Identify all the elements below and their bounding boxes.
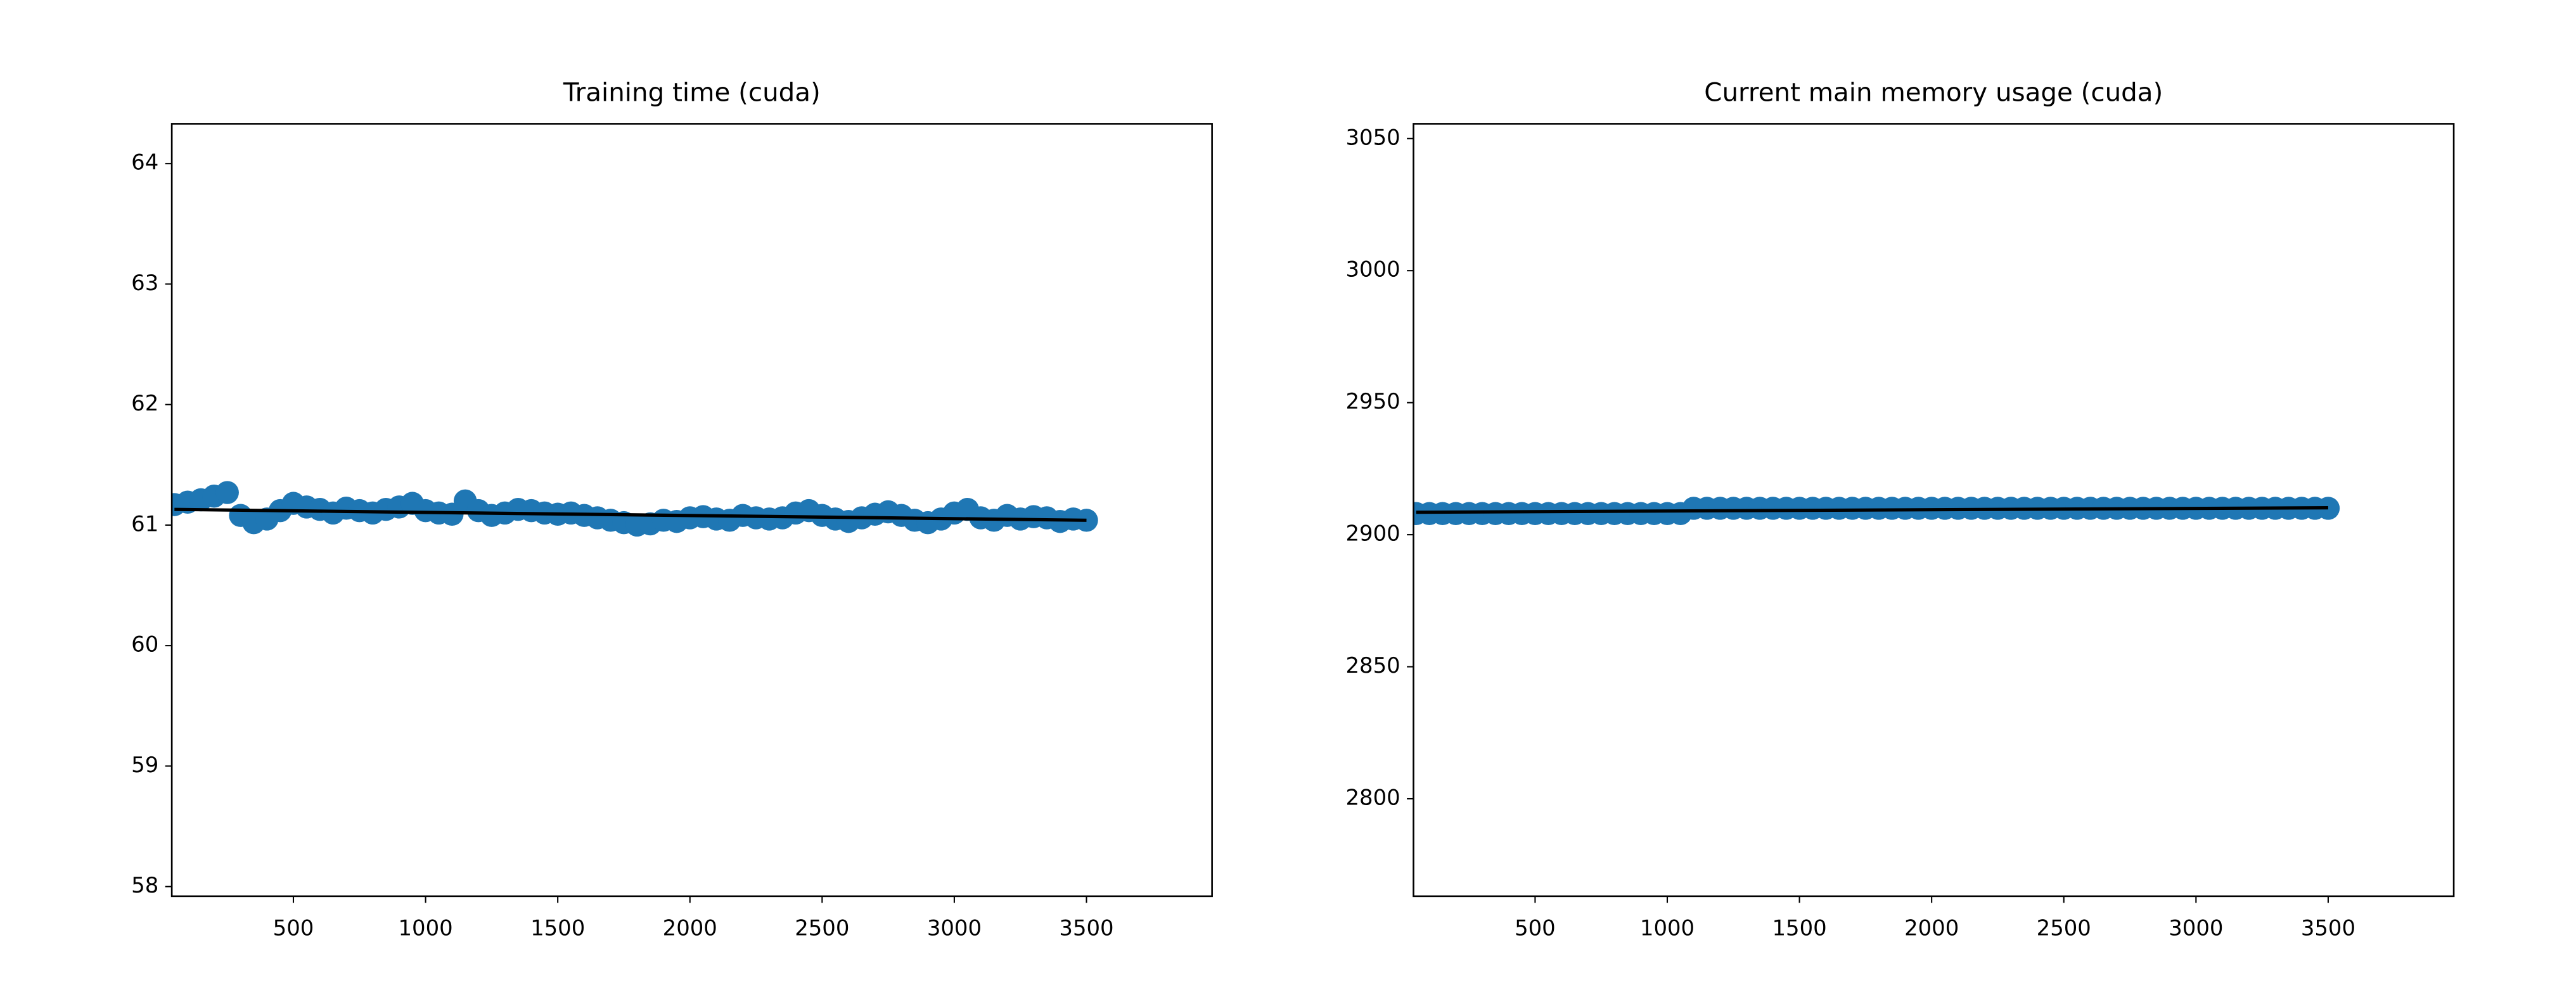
- y-tick-label: 58: [131, 873, 158, 898]
- y-tick-label: 3000: [1346, 257, 1400, 282]
- trend-line: [174, 507, 1087, 522]
- x-tick-label: 2000: [663, 915, 717, 940]
- y-tick-label: 64: [131, 150, 158, 175]
- x-tick-label: 2500: [795, 915, 849, 940]
- y-tick-label: 59: [131, 753, 158, 777]
- x-tick-label: 1000: [1640, 915, 1695, 940]
- y-tick-label: 3050: [1346, 125, 1400, 149]
- y-tick-label: 60: [131, 632, 158, 657]
- chart-title: Training time (cuda): [563, 78, 821, 108]
- trend-line: [1416, 505, 2328, 514]
- x-tick-label: 500: [273, 915, 314, 940]
- y-tick-label: 2800: [1346, 785, 1400, 810]
- chart-title: Current main memory usage (cuda): [1704, 78, 2163, 108]
- x-tick-label: 1000: [398, 915, 452, 940]
- x-tick-label: 3000: [2169, 915, 2223, 940]
- y-tick-label: 2850: [1346, 653, 1400, 678]
- x-tick-label: 1500: [1772, 915, 1827, 940]
- x-tick-label: 3500: [1059, 915, 1113, 940]
- x-tick-label: 1500: [530, 915, 585, 940]
- y-tick-label: 62: [131, 391, 158, 416]
- y-tick-label: 63: [131, 270, 158, 295]
- x-tick-label: 500: [1515, 915, 1556, 940]
- x-tick-label: 2000: [1904, 915, 1959, 940]
- x-tick-label: 3000: [927, 915, 982, 940]
- y-tick-label: 2900: [1346, 521, 1400, 546]
- y-tick-label: 2950: [1346, 389, 1400, 414]
- plot-frame: [170, 123, 1213, 898]
- point: [215, 481, 239, 504]
- x-tick-label: 3500: [2301, 915, 2355, 940]
- x-tick-label: 2500: [2037, 915, 2091, 940]
- plot-frame: [1413, 123, 2455, 898]
- y-tick-label: 61: [131, 511, 158, 536]
